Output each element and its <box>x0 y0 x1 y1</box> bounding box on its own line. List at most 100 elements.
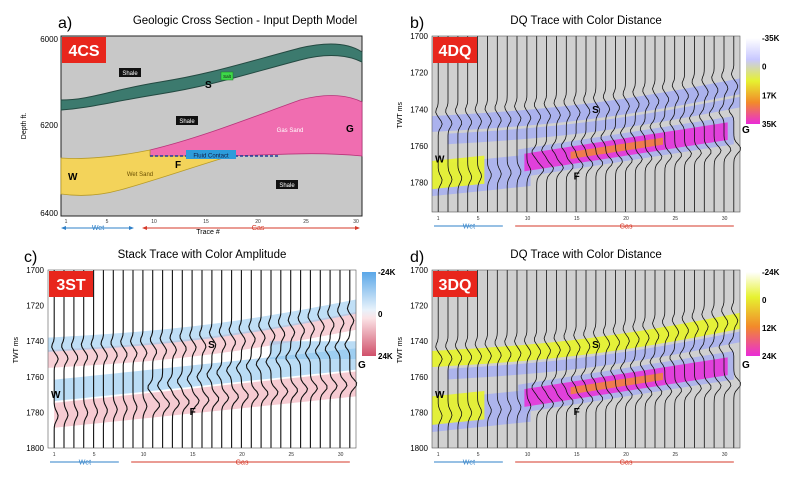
trace-wiggle <box>541 36 554 212</box>
colorbar-label: 17K <box>762 91 777 100</box>
trace-wiggle <box>504 36 512 212</box>
model-tag-label: 4CS <box>68 43 99 60</box>
y-tick: 6000 <box>40 35 58 44</box>
trace-wiggle <box>688 36 702 212</box>
marker-g: G <box>346 124 354 135</box>
trace-wiggle <box>196 270 210 448</box>
trace-wiggle <box>619 270 633 448</box>
wet-label: Wet <box>92 225 104 232</box>
colorbar-label: 24K <box>378 352 393 361</box>
trace-wiggle <box>580 36 594 212</box>
y-tick: 1780 <box>410 179 428 188</box>
trace-wiggle <box>139 270 148 448</box>
x-tick: 20 <box>239 452 245 458</box>
x-tick: 15 <box>574 452 580 458</box>
salt-layer <box>60 43 363 111</box>
x-tick: 5 <box>477 452 480 458</box>
distance-band <box>447 96 740 145</box>
wet-label: Wet <box>463 460 475 467</box>
trace-wiggle <box>708 270 722 448</box>
marker-w: W <box>435 390 445 401</box>
trace-wiggle <box>514 270 522 448</box>
trace-wiggle <box>699 36 712 212</box>
trace-wiggle <box>610 36 623 212</box>
y-tick: 1720 <box>410 69 428 78</box>
trace-wiggle <box>728 270 742 448</box>
marker-f: F <box>574 172 580 183</box>
x-tick: 30 <box>353 219 359 225</box>
wet-arrow-head <box>61 226 66 230</box>
y-tick: 1780 <box>26 408 44 417</box>
trace-wiggle <box>679 270 692 448</box>
trace-wiggle <box>147 270 161 448</box>
x-tick: 25 <box>289 452 295 458</box>
trace-wiggle <box>435 270 443 448</box>
x-tick: 1 <box>53 452 56 458</box>
plot-frame <box>431 35 741 213</box>
fluid-contact-label: Fluid Contact <box>193 154 229 160</box>
gas-core-band <box>570 372 663 395</box>
trace-wiggle <box>630 36 643 212</box>
marker-f: F <box>574 407 580 418</box>
marker-f: F <box>190 407 196 418</box>
trace-wiggle <box>157 270 171 448</box>
trace-wiggle <box>639 270 653 448</box>
gas-label: Gas <box>620 460 633 467</box>
trace-wiggle <box>541 270 554 448</box>
trace-wiggle <box>177 270 190 448</box>
x-tick: 30 <box>338 452 344 458</box>
model-tag-label: 4DQ <box>439 43 472 60</box>
trace-wiggle <box>649 270 663 448</box>
plot-frame <box>431 269 741 449</box>
trace-wiggle <box>324 270 338 448</box>
trace-wiggle <box>551 270 564 448</box>
trace-wiggle <box>718 270 732 448</box>
trace-wiggle <box>120 270 128 448</box>
model-tag-label: 3DQ <box>439 277 472 294</box>
trace-wiggle <box>265 270 279 448</box>
trace-wiggle <box>708 36 722 212</box>
trace-wiggle <box>186 270 200 448</box>
trace-wiggle <box>669 36 682 212</box>
trace-wiggle <box>590 36 604 212</box>
colorbar-label: 0 <box>762 63 767 72</box>
shale-tag <box>276 180 298 189</box>
gas-core-band <box>570 137 663 159</box>
trace-wiggle <box>464 36 473 212</box>
colorbar-label: 24K <box>762 352 777 361</box>
panel-title: DQ Trace with Color Distance <box>510 15 661 27</box>
trace-wiggle <box>669 270 682 448</box>
x-tick: 10 <box>141 452 147 458</box>
panel-letter: c) <box>24 249 37 266</box>
shale-label: Shale <box>279 183 295 189</box>
wet-sand-layer <box>60 149 231 196</box>
x-tick: 20 <box>623 216 629 222</box>
trace-wiggle <box>285 270 298 448</box>
trace-wiggle <box>494 36 502 212</box>
shale-tag <box>176 116 198 125</box>
trace-wiggle <box>235 270 249 448</box>
trace-wiggle <box>90 270 99 448</box>
panel-b: b) DQ Trace with Color Distance S F G W 4DQ 170… <box>397 15 780 231</box>
y-tick: 1720 <box>410 302 428 311</box>
trace-wiggle <box>334 270 348 448</box>
trace-wiggle <box>275 270 289 448</box>
panel-title: Stack Trace with Color Amplitude <box>118 249 287 261</box>
trace-wiggle <box>100 270 108 448</box>
x-tick: 20 <box>623 452 629 458</box>
marker-w: W <box>51 390 61 401</box>
trace-wiggle <box>610 270 623 448</box>
trace-wiggle <box>619 36 633 212</box>
amplitude-band <box>269 341 356 359</box>
colorbar-label: 0 <box>378 310 383 319</box>
colorbar-label: 12K <box>762 324 777 333</box>
trace-wiggle <box>445 36 453 212</box>
trace-wiggle <box>80 270 89 448</box>
y-tick: 1740 <box>26 337 44 346</box>
y-tick: 1800 <box>26 444 44 453</box>
x-tick: 1 <box>65 219 68 225</box>
trace-wiggle <box>344 270 358 448</box>
y-tick: 1700 <box>410 32 428 41</box>
trace-wiggle <box>561 270 574 448</box>
